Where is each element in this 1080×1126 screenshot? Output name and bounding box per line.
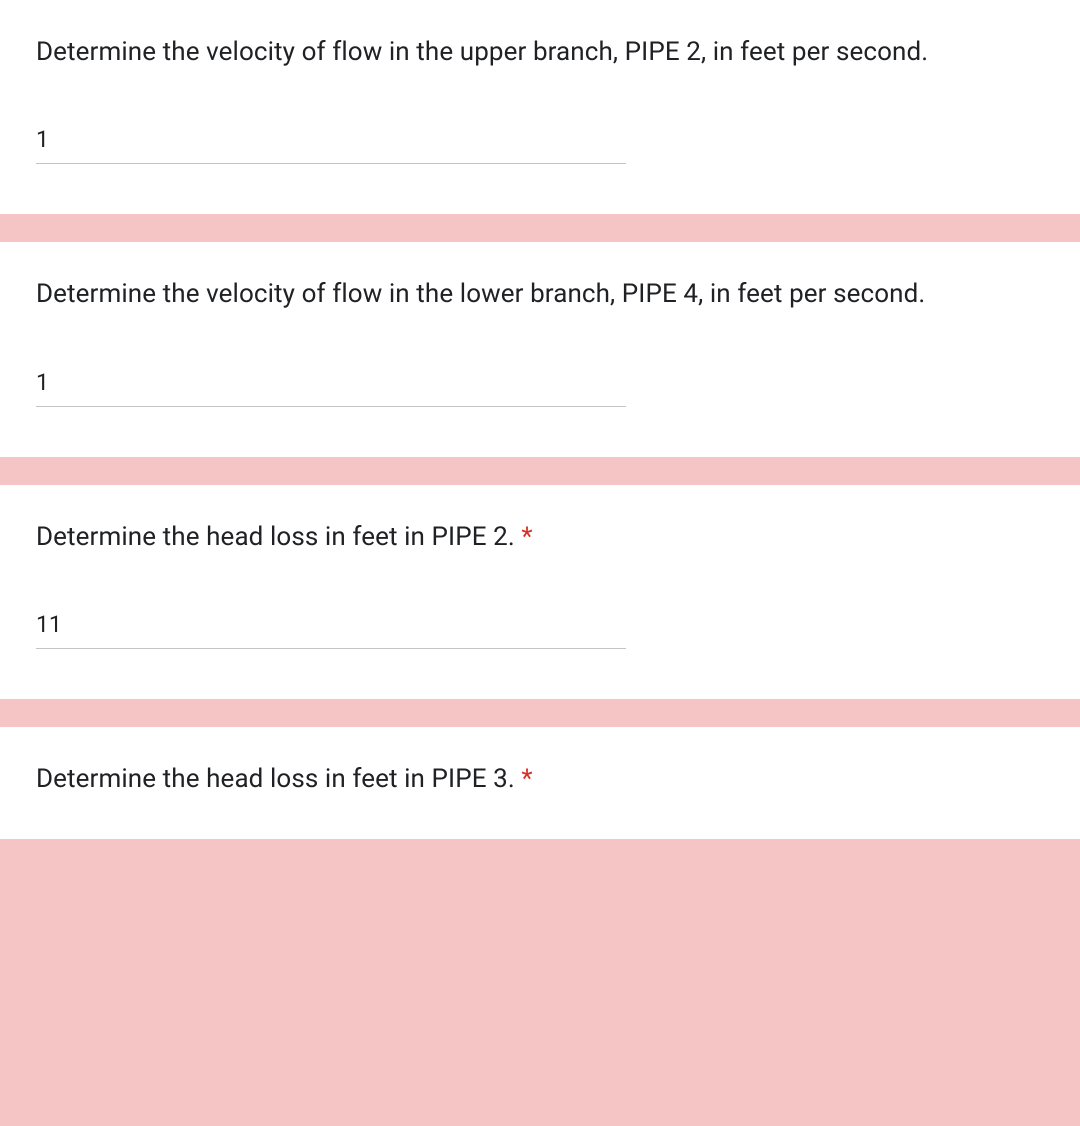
- question-text: Determine the velocity of flow in the lo…: [36, 274, 1044, 314]
- question-card: Determine the velocity of flow in the up…: [0, 0, 1080, 214]
- question-label: Determine the head loss in feet in PIPE …: [36, 764, 521, 794]
- question-text: Determine the velocity of flow in the up…: [36, 32, 1044, 72]
- question-card: Determine the head loss in feet in PIPE …: [0, 727, 1080, 839]
- question-label: Determine the head loss in feet in PIPE …: [36, 522, 521, 552]
- answer-input[interactable]: [36, 607, 626, 649]
- required-asterisk: *: [521, 764, 532, 794]
- question-card: Determine the velocity of flow in the lo…: [0, 242, 1080, 456]
- question-label: Determine the velocity of flow in the lo…: [36, 279, 925, 309]
- question-card: Determine the head loss in feet in PIPE …: [0, 485, 1080, 699]
- question-text: Determine the head loss in feet in PIPE …: [36, 517, 1044, 557]
- answer-input[interactable]: [36, 122, 626, 164]
- required-asterisk: *: [521, 522, 532, 552]
- form-container: Determine the velocity of flow in the up…: [0, 0, 1080, 839]
- answer-input[interactable]: [36, 365, 626, 407]
- question-text: Determine the head loss in feet in PIPE …: [36, 759, 1044, 799]
- question-label: Determine the velocity of flow in the up…: [36, 37, 928, 67]
